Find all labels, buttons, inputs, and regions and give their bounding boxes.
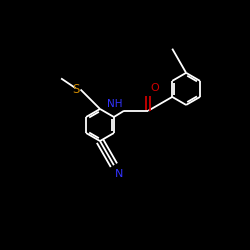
Text: NH: NH bbox=[107, 98, 122, 108]
Text: N: N bbox=[115, 168, 124, 178]
Text: S: S bbox=[72, 83, 79, 96]
Text: O: O bbox=[150, 83, 159, 93]
